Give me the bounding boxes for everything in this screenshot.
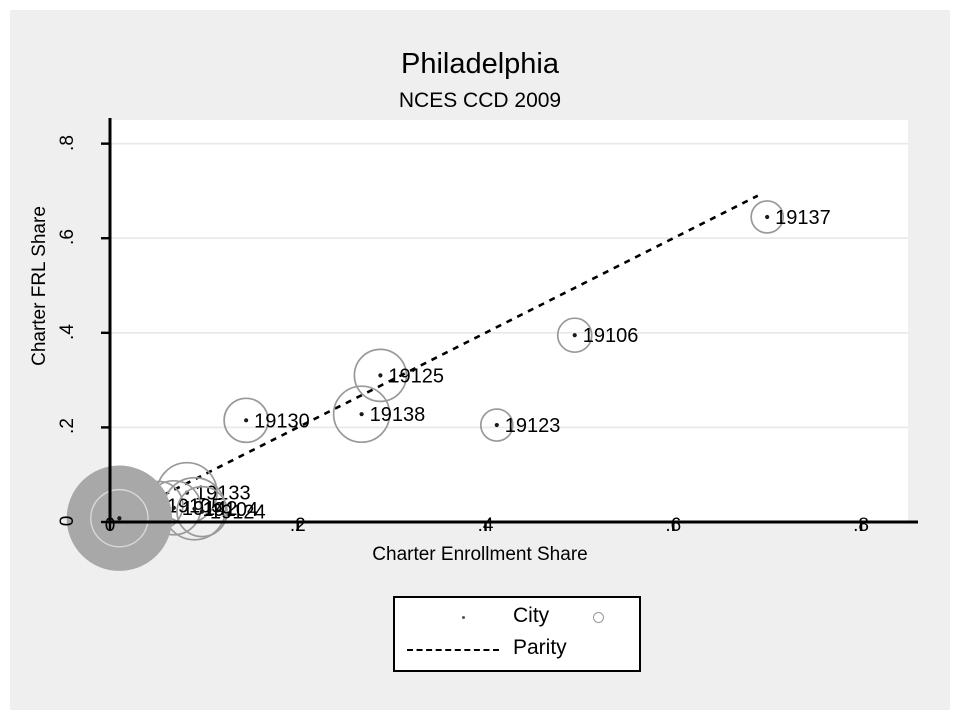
bubble-inner xyxy=(90,488,149,548)
bubble-marker xyxy=(750,200,785,234)
city-dot-icon xyxy=(494,422,499,428)
city-dot-icon xyxy=(171,505,176,510)
city-dot-icon xyxy=(462,616,465,619)
y-tick-label: .6 xyxy=(57,229,78,246)
x-tick-label: .2 xyxy=(289,515,306,536)
chart-subtitle: NCES CCD 2009 xyxy=(398,89,562,112)
y-tick-label: 0 xyxy=(57,515,78,527)
chart-figure: Philadelphia NCES CCD 2009 Charter Enrol… xyxy=(10,10,950,710)
legend-item-city[interactable]: City xyxy=(395,600,639,636)
bubble-marker xyxy=(332,385,391,444)
city-dot-icon xyxy=(192,506,197,511)
bubble-marker xyxy=(176,485,228,538)
x-tick-label: .4 xyxy=(477,515,494,536)
point-label: 19104 xyxy=(202,499,258,521)
city-dot-icon xyxy=(199,509,205,514)
city-dot-icon xyxy=(244,418,249,423)
x-tick-label: 0 xyxy=(104,515,116,536)
parity-line xyxy=(109,194,759,524)
x-axis-label: Charter Enrollment Share xyxy=(372,544,588,565)
y-tick-label: .8 xyxy=(57,134,78,151)
x-tick-label: .6 xyxy=(665,515,682,536)
figure-canvas: Philadelphia NCES CCD 2009 Charter Enrol… xyxy=(10,10,950,710)
x-tick-label: .8 xyxy=(853,515,869,536)
chart-title: Philadelphia xyxy=(400,48,559,80)
bubble-marker xyxy=(353,348,408,403)
city-dot-icon xyxy=(765,214,770,220)
bubble-marker xyxy=(223,397,269,444)
y-tick-label: .4 xyxy=(57,323,78,340)
city-dot-icon xyxy=(359,412,364,417)
bubble-marker xyxy=(556,317,593,354)
legend-label-city: City xyxy=(513,604,550,627)
point-label: 19125 xyxy=(388,365,444,387)
city-circle-icon xyxy=(593,612,604,623)
legend-item-parity[interactable]: Parity xyxy=(395,632,639,668)
point-label: 19105 xyxy=(167,495,223,517)
legend-label-parity: Parity xyxy=(513,636,567,659)
bubble-marker xyxy=(479,408,514,442)
chart-legend[interactable]: City Parity xyxy=(393,596,641,672)
point-label: 19130 xyxy=(254,410,310,432)
point-label: 19138 xyxy=(370,404,426,426)
point-label: 19142 xyxy=(182,498,238,520)
point-label: 19106 xyxy=(583,325,639,347)
city-dot-icon xyxy=(572,333,577,338)
y-tick-label: .2 xyxy=(57,418,78,435)
point-label: 19137 xyxy=(775,207,831,229)
city-dot-icon xyxy=(378,373,383,378)
city-dot-icon xyxy=(117,516,122,521)
parity-line-icon xyxy=(407,649,499,651)
point-label: 19124 xyxy=(210,502,266,524)
point-label: 19123 xyxy=(505,415,561,437)
